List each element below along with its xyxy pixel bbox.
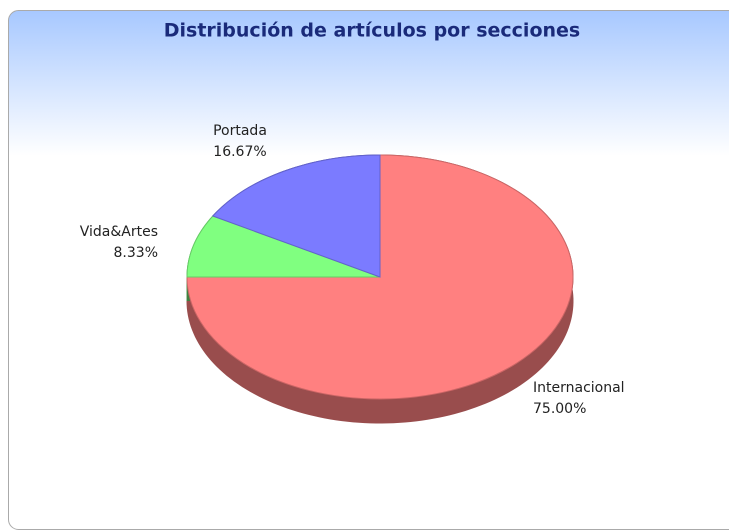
chart-title: Distribución de artículos por secciones xyxy=(164,20,580,42)
slice-value-label: 16.67% xyxy=(213,144,266,160)
pie-tops xyxy=(186,154,574,400)
slice-label: Portada xyxy=(213,123,267,139)
slice-label: Vida&Artes xyxy=(80,224,158,240)
slice xyxy=(186,154,574,400)
slice-label: Internacional xyxy=(533,380,625,396)
slice-value-label: 75.00% xyxy=(533,401,586,417)
slice xyxy=(186,215,381,278)
slice-value-label: 8.33% xyxy=(114,245,158,261)
slice-labels: Internacional 75.00% Vida&Artes 8.33% Portad… xyxy=(80,123,625,417)
slice xyxy=(211,154,381,278)
